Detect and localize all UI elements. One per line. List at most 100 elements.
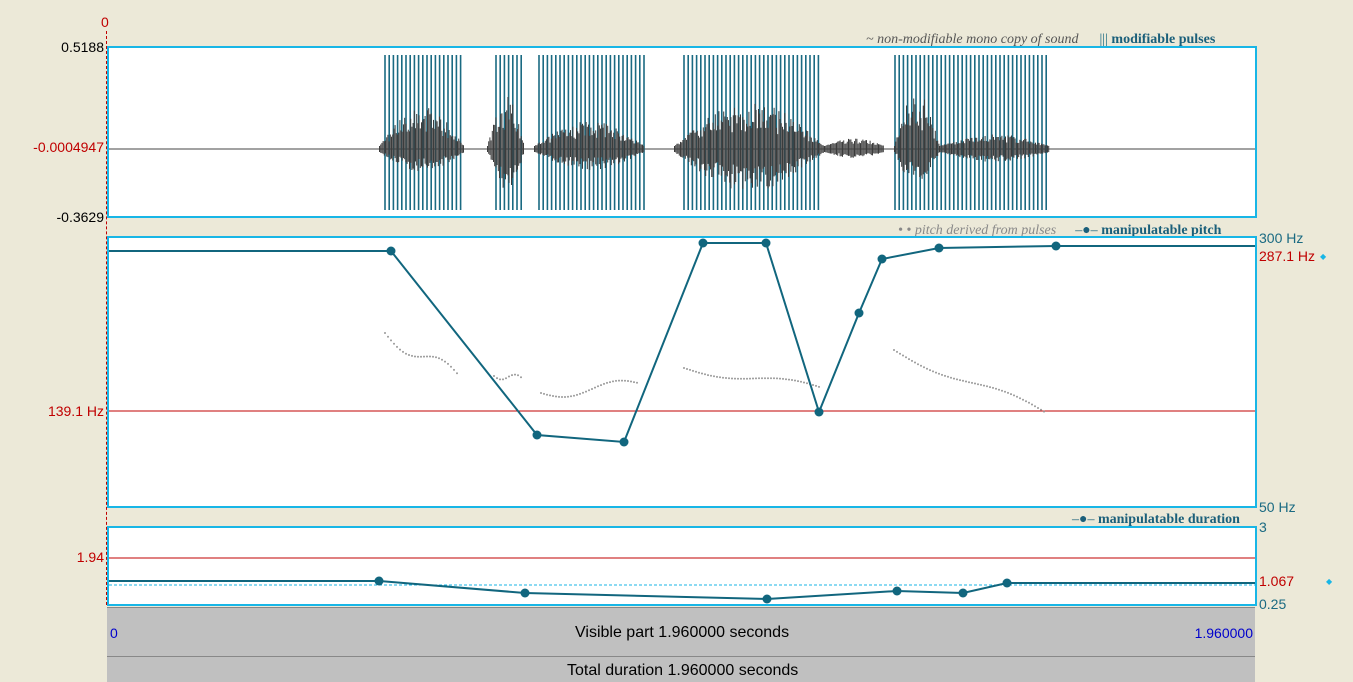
waveform-sample bbox=[818, 143, 819, 154]
pitch-derived-dot bbox=[971, 381, 973, 384]
sound-panel[interactable] bbox=[107, 46, 1257, 218]
waveform-sample bbox=[499, 126, 500, 179]
waveform-sample bbox=[631, 138, 633, 155]
pitch-derived-dot bbox=[902, 354, 904, 357]
pitch-derived-dot bbox=[499, 378, 501, 381]
waveform-sample bbox=[789, 126, 791, 164]
waveform-sample bbox=[684, 138, 686, 159]
pitch-derived-dot bbox=[520, 376, 522, 379]
waveform-sample bbox=[987, 141, 988, 157]
waveform-sample bbox=[452, 135, 454, 159]
duration-panel[interactable] bbox=[107, 526, 1257, 606]
waveform-sample bbox=[780, 123, 782, 174]
pitch-derived-dot bbox=[818, 385, 820, 388]
cursor-time-label: 0 bbox=[101, 14, 109, 30]
waveform-sample bbox=[806, 130, 807, 164]
waveform-sample bbox=[867, 143, 869, 154]
waveform-sample bbox=[796, 131, 798, 162]
pitch-tier[interactable] bbox=[109, 238, 1255, 506]
waveform-sample bbox=[683, 139, 685, 157]
waveform-sample bbox=[1018, 142, 1020, 158]
pitch-derived-dot bbox=[1016, 395, 1018, 398]
waveform-sample bbox=[540, 144, 541, 155]
duration-top-label: 3 bbox=[1259, 519, 1267, 535]
waveform-sample bbox=[801, 132, 803, 168]
waveform-sample bbox=[973, 142, 975, 158]
waveform-sample bbox=[1026, 141, 1028, 155]
waveform-sample bbox=[674, 146, 675, 152]
waveform-sample bbox=[828, 144, 830, 154]
waveform-sample bbox=[443, 128, 445, 157]
waveform-sample bbox=[1020, 140, 1022, 159]
waveform-sample bbox=[705, 127, 707, 176]
pitch-derived-dot bbox=[612, 380, 614, 383]
waveform-sample bbox=[586, 126, 588, 170]
waveform-sample bbox=[846, 141, 848, 156]
pitch-derived-dot bbox=[564, 396, 566, 398]
waveform-sample bbox=[758, 109, 759, 167]
waveform-sample bbox=[512, 104, 514, 178]
waveform-sample bbox=[573, 137, 575, 165]
waveform-sample bbox=[959, 143, 961, 158]
waveform-sample bbox=[831, 143, 833, 154]
waveform-sample bbox=[564, 132, 565, 164]
waveform-sample bbox=[822, 145, 824, 153]
pitch-panel[interactable] bbox=[107, 236, 1257, 508]
waveform-sample bbox=[606, 124, 607, 160]
waveform-sample bbox=[947, 143, 949, 155]
waveform-sample bbox=[954, 144, 956, 154]
pitch-derived-dot bbox=[758, 377, 760, 380]
pitch-derived-dot bbox=[806, 382, 808, 385]
pitch-point bbox=[761, 238, 771, 248]
waveform-sample bbox=[748, 111, 750, 171]
pitch-top-label: 300 Hz bbox=[1259, 230, 1304, 246]
pitch-derived-dot bbox=[725, 377, 727, 379]
legend-manipulatable-pitch: manipulatable pitch bbox=[1101, 223, 1222, 238]
waveform-sample bbox=[626, 137, 628, 156]
waveform-sample bbox=[948, 143, 950, 154]
pitch-derived-dot bbox=[606, 381, 608, 384]
sound-ymax-label: 0.5188 bbox=[61, 39, 104, 55]
waveform-sample bbox=[589, 135, 591, 170]
waveform-sample bbox=[391, 136, 392, 159]
pitch-point bbox=[814, 407, 824, 417]
pitch-derived-dot bbox=[746, 377, 748, 380]
waveform-sample bbox=[909, 125, 911, 163]
waveform-sample bbox=[870, 144, 872, 156]
sound-ymid-label: -0.0004947 bbox=[33, 139, 104, 155]
waveform-sample bbox=[933, 138, 935, 160]
waveform-sample bbox=[385, 140, 386, 154]
waveform-sample bbox=[379, 146, 380, 152]
waveform-sample bbox=[723, 111, 725, 171]
pitch-derived-dot bbox=[615, 379, 617, 382]
pitch-derived-dot bbox=[618, 379, 620, 382]
pulses-legend-icon: ||| bbox=[1099, 32, 1108, 47]
waveform-sample bbox=[854, 141, 855, 157]
waveform-sample bbox=[559, 137, 561, 158]
sound-waveform[interactable] bbox=[109, 48, 1255, 216]
waveform-sample bbox=[1047, 145, 1048, 153]
waveform-sample bbox=[446, 122, 448, 158]
pitch-derived-dot bbox=[905, 356, 907, 359]
waveform-sample bbox=[607, 125, 609, 163]
waveform-sample bbox=[458, 138, 460, 156]
waveform-sample bbox=[440, 119, 442, 164]
waveform-sample bbox=[879, 144, 881, 153]
pitch-derived-dot bbox=[447, 362, 449, 365]
waveform-sample bbox=[598, 125, 600, 165]
pitch-derived-dot bbox=[609, 381, 611, 384]
waveform-sample bbox=[588, 124, 589, 159]
waveform-sample bbox=[1012, 137, 1014, 157]
visible-part-bar[interactable]: 0 Visible part 1.960000 seconds 1.960000 bbox=[107, 607, 1255, 656]
waveform-sample bbox=[681, 142, 683, 158]
total-duration-bar[interactable]: Total duration 1.960000 seconds bbox=[107, 656, 1255, 682]
pitch-derived-dot bbox=[384, 332, 386, 334]
duration-tier[interactable] bbox=[109, 528, 1255, 604]
waveform-sample bbox=[800, 127, 801, 159]
waveform-sample bbox=[1043, 144, 1045, 153]
waveform-sample bbox=[977, 141, 979, 160]
waveform-sample bbox=[842, 141, 843, 157]
pitch-derived-dot bbox=[695, 370, 697, 373]
waveform-sample bbox=[999, 140, 1000, 157]
waveform-sample bbox=[618, 133, 619, 165]
